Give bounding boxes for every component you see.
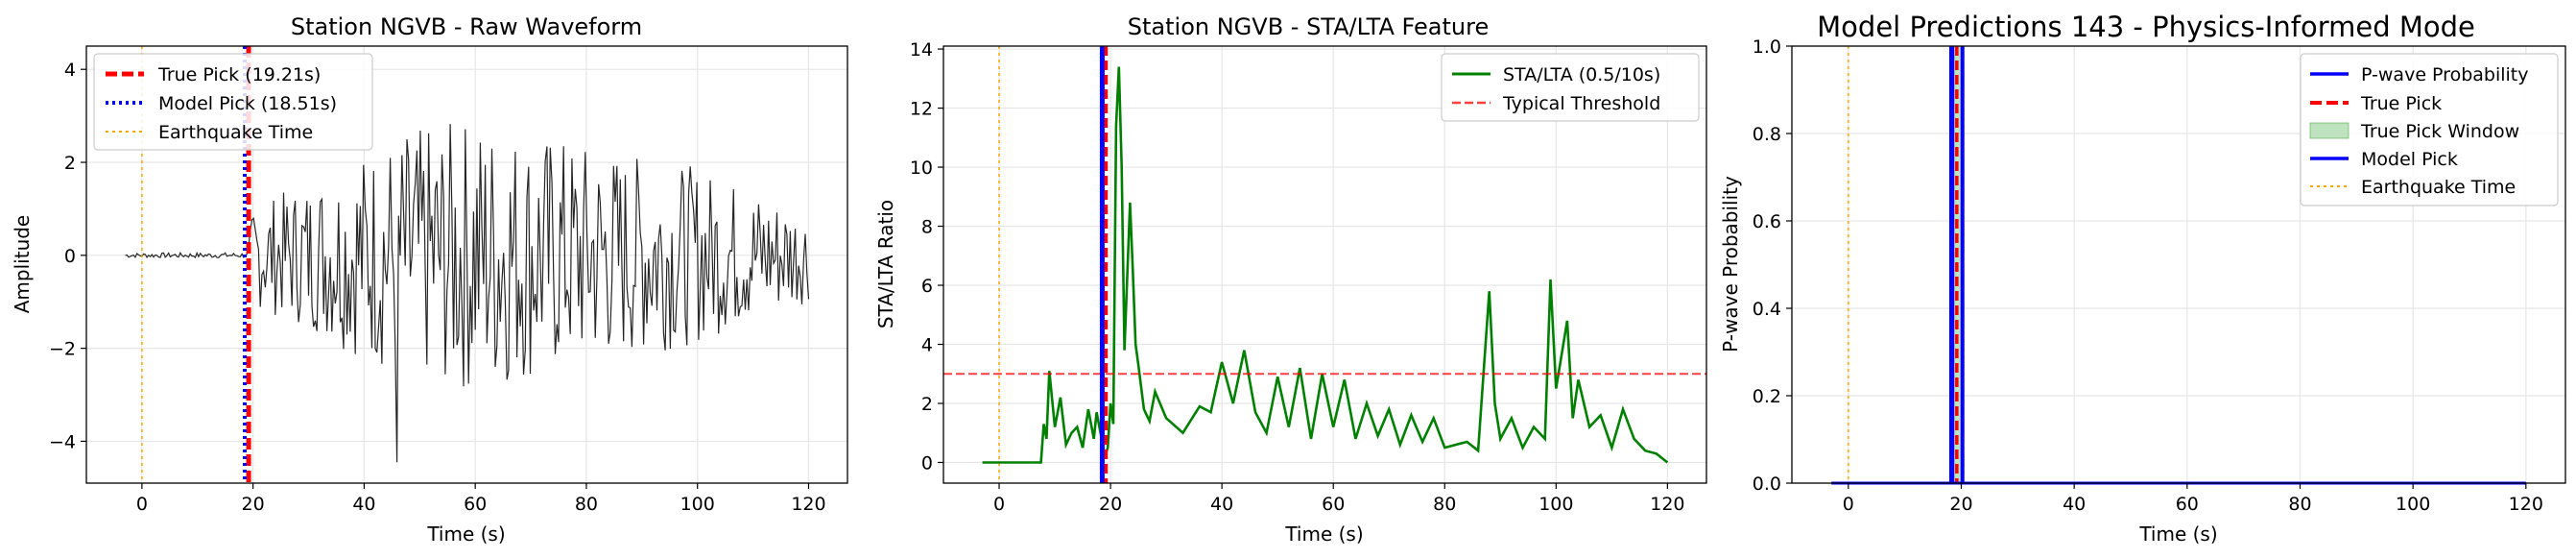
legend-entry: P-wave Probability	[2361, 64, 2529, 85]
legend-entry: True Pick	[2360, 93, 2442, 114]
y-tick-label: 2	[921, 394, 933, 415]
y-tick-label: 1.0	[1753, 36, 1781, 58]
legend-swatch-window	[2309, 122, 2349, 139]
x-tick-label: 100	[680, 494, 715, 515]
x-tick-label: 100	[2396, 494, 2430, 515]
y-tick-label: 0.4	[1753, 299, 1781, 320]
raw-waveform-panel: Station NGVB - Raw Waveform 0 20 40 60 80 100…	[11, 13, 848, 546]
y-tick-label: 10	[910, 158, 933, 179]
x-tick-label: 40	[1210, 494, 1233, 515]
x-axis-label: Time (s)	[1284, 523, 1363, 546]
y-tick-label: 4	[921, 335, 933, 356]
x-tick-label: 60	[2176, 494, 2199, 515]
y-tick-label: 0	[64, 246, 76, 267]
x-tick-label: 120	[791, 494, 825, 515]
x-tick-label: 120	[2509, 494, 2543, 515]
plot-frame	[942, 45, 1707, 484]
legend-entry: Model Pick (18.51s)	[158, 93, 337, 114]
chart-title: Station NGVB - STA/LTA Feature	[1128, 13, 1489, 40]
x-tick-label: 80	[575, 494, 598, 515]
plot-frame	[1791, 45, 2566, 484]
x-axis-label: Time (s)	[426, 523, 505, 546]
y-tick-label: 0.6	[1753, 211, 1781, 232]
y-tick-label: 12	[910, 99, 933, 120]
y-tick-label: 0.0	[1753, 474, 1781, 495]
y-axis-label: P-wave Probability	[1719, 176, 1742, 352]
x-tick-label: 20	[1099, 494, 1122, 515]
y-tick-label: 0.2	[1753, 386, 1781, 407]
legend-entry: True Pick Window	[2360, 121, 2519, 142]
legend: P-wave Probability True Pick True Pick W…	[2300, 53, 2559, 207]
sta-lta-line	[982, 66, 1669, 464]
x-tick-label: 60	[1322, 494, 1345, 515]
y-tick-label: 4	[64, 60, 76, 81]
plot-frame	[85, 45, 848, 484]
x-tick-label: 20	[1949, 494, 1972, 515]
x-tick-label: 100	[1538, 494, 1573, 515]
y-axis-label: Amplitude	[11, 215, 34, 314]
legend-entry: STA/LTA (0.5/10s)	[1503, 64, 1660, 85]
x-axis-label: Time (s)	[2138, 523, 2217, 546]
chart-title: Model Predictions 143 - Physics-Informed…	[1817, 11, 2475, 43]
x-tick-label: 40	[2063, 494, 2086, 515]
legend: True Pick (19.21s) Model Pick (18.51s) E…	[93, 53, 373, 151]
x-tick-label: 80	[2288, 494, 2311, 515]
legend-entry: Typical Threshold	[1502, 93, 1660, 114]
waveform-line	[125, 124, 810, 463]
legend: STA/LTA (0.5/10s) Typical Threshold	[1441, 53, 1700, 122]
x-tick-label: 120	[1650, 494, 1684, 515]
y-tick-label: 8	[921, 217, 933, 238]
legend-entry: Model Pick	[2361, 149, 2458, 170]
x-tick-label: 60	[464, 494, 487, 515]
y-axis-label: STA/LTA Ratio	[874, 200, 897, 328]
y-tick-label: 0	[921, 452, 933, 474]
y-tick-label: −2	[49, 339, 76, 360]
legend-entry: True Pick (19.21s)	[157, 64, 321, 85]
x-tick-label: 0	[136, 494, 148, 515]
y-tick-label: 0.8	[1753, 124, 1781, 145]
y-tick-label: 14	[910, 39, 933, 61]
y-tick-label: 6	[921, 276, 933, 297]
x-tick-label: 20	[242, 494, 265, 515]
x-tick-label: 40	[352, 494, 375, 515]
chart-title: Station NGVB - Raw Waveform	[291, 13, 642, 40]
y-tick-label: 2	[64, 153, 76, 174]
legend-entry: Earthquake Time	[158, 122, 313, 143]
legend-entry: Earthquake Time	[2361, 177, 2516, 198]
x-tick-label: 0	[993, 494, 1005, 515]
model-predictions-panel: Model Predictions 143 - Physics-Informed…	[1719, 11, 2566, 546]
y-tick-label: −4	[49, 431, 76, 452]
x-tick-label: 0	[1843, 494, 1854, 515]
sta-lta-panel: Station NGVB - STA/LTA Feature 0 20 40 60 80…	[874, 13, 1707, 546]
x-tick-label: 80	[1433, 494, 1456, 515]
